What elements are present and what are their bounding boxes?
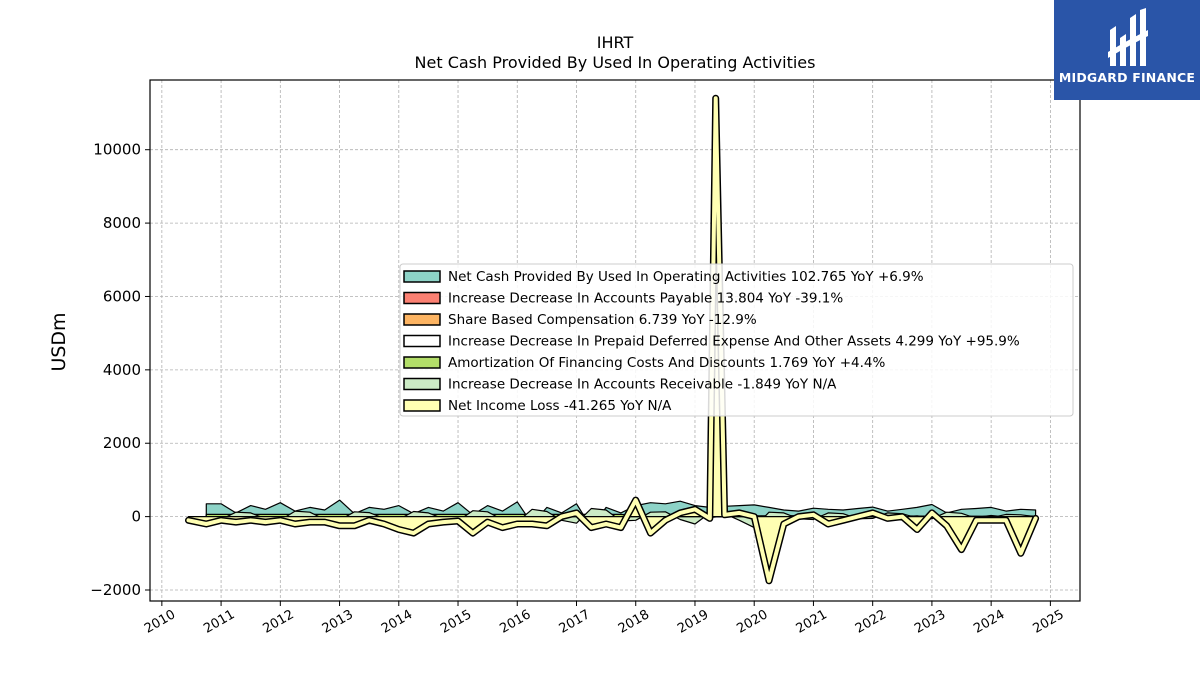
legend: Net Cash Provided By Used In Operating A… [399, 263, 1074, 417]
y-tick-label: 2000 [103, 434, 141, 452]
legend-box [399, 263, 1074, 417]
plot-frame [149, 79, 1081, 602]
legend-swatch [403, 356, 441, 369]
x-tick-label: 2017 [557, 607, 593, 637]
legend-swatch [403, 399, 441, 412]
logo-mark-icon [1108, 8, 1148, 66]
series-line [186, 96, 1038, 583]
x-tick-label: 2010 [142, 607, 178, 637]
legend-entry: Share Based Compensation 6.739 YoY -12.9… [448, 312, 757, 328]
x-tick-label: 2013 [320, 607, 356, 637]
legend-swatch [403, 291, 441, 305]
legend-entry: Increase Decrease In Accounts Payable 13… [448, 291, 843, 307]
x-tick-label: 2014 [379, 607, 415, 637]
legend-entry: Net Cash Provided By Used In Operating A… [448, 269, 924, 285]
legend-entry: Amortization Of Financing Costs And Disc… [448, 355, 885, 371]
x-tick-label: 2015 [438, 607, 474, 637]
y-tick-label: −2000 [90, 581, 141, 599]
x-tick-label: 2011 [201, 607, 237, 637]
x-axis: 2010 2011 2012 2013 2014 2015 2016 2017 2018 2019… [142, 601, 1067, 637]
x-tick-label: 2020 [734, 607, 770, 637]
series-group [185, 94, 1040, 585]
y-tick-label: 0 [131, 508, 141, 526]
legend-entry: Net Income Loss -41.265 YoY N/A [448, 398, 672, 414]
x-tick-label: 2025 [1031, 607, 1067, 637]
x-tick-label: 2024 [971, 607, 1007, 637]
x-tick-label: 2019 [675, 607, 711, 637]
x-tick-label: 2022 [853, 607, 889, 637]
logo-badge: MIDGARD FINANCE [1054, 0, 1200, 100]
x-tick-label: 2018 [616, 607, 652, 637]
y-tick-label: 4000 [103, 361, 141, 379]
legend-swatch [403, 377, 441, 391]
x-tick-label: 2021 [794, 607, 830, 637]
y-axis: −2000 0 2000 4000 6000 8000 10000 [90, 141, 150, 599]
logo-text: MIDGARD FINANCE [1058, 70, 1196, 85]
legend-swatch [403, 334, 441, 348]
y-tick-label: 8000 [103, 214, 141, 232]
x-tick-label: 2016 [497, 607, 533, 637]
y-axis-label: USDm [48, 312, 70, 371]
x-tick-label: 2012 [260, 607, 296, 637]
legend-swatch [403, 270, 441, 283]
legend-swatch [403, 313, 441, 326]
chart-title: IHRT [597, 33, 634, 52]
chart-subtitle: Net Cash Provided By Used In Operating A… [415, 53, 816, 72]
legend-entry: Increase Decrease In Prepaid Deferred Ex… [448, 334, 1020, 350]
y-tick-label: 6000 [103, 287, 141, 305]
legend-entry: Increase Decrease In Accounts Receivable… [448, 377, 837, 393]
y-tick-label: 10000 [93, 141, 141, 159]
x-tick-label: 2023 [912, 607, 948, 637]
